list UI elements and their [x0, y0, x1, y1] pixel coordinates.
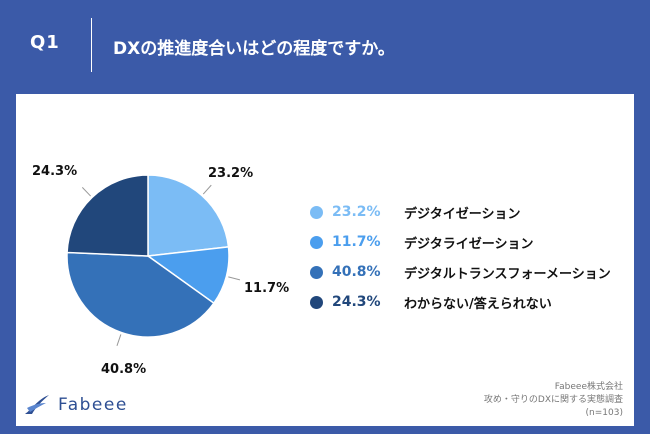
source-note: Fabeee株式会社 攻め・守りのDXに関する実態調査 (n=103) — [484, 381, 623, 420]
source-sample-size: (n=103) — [585, 408, 623, 418]
source-company: Fabeee株式会社 — [554, 382, 623, 392]
leader-line — [202, 184, 212, 195]
brand-logo: Fabeee — [22, 392, 128, 418]
leader-line — [81, 187, 91, 197]
question-title: DXの推進度合いはどの程度ですか。 — [113, 39, 395, 59]
legend-label: デジタイゼーション — [404, 206, 521, 222]
slice-label-dx: 40.8% — [101, 362, 147, 377]
legend-item: 24.3% わからない/答えられない — [310, 287, 611, 317]
legend-percent: 40.8% — [332, 264, 381, 280]
pie-chart — [66, 174, 241, 346]
leader-line — [228, 276, 241, 281]
header-bar: Q1 DXの推進度合いはどの程度ですか。 — [0, 0, 650, 92]
legend-item: 40.8% デジタルトランスフォーメーション — [310, 257, 611, 287]
legend-item: 23.2% デジタイゼーション — [310, 197, 611, 227]
legend-swatch — [310, 295, 323, 309]
source-survey: 攻め・守りのDXに関する実態調査 — [483, 395, 623, 405]
pie-slice-dx — [66, 251, 215, 338]
legend-label: デジタルトランスフォーメーション — [404, 266, 611, 282]
legend-percent: 24.3% — [332, 294, 381, 310]
pie-slice-unknown — [66, 174, 149, 257]
fabeee-logo-icon — [25, 395, 49, 414]
pie-slice-digitization — [147, 174, 230, 257]
legend-label: わからない/答えられない — [404, 296, 552, 312]
slice-label-unknown: 24.3% — [32, 164, 78, 179]
brand-name: Fabeee — [58, 395, 128, 415]
legend-percent: 11.7% — [332, 234, 381, 250]
legend: 23.2% デジタイゼーション 11.7% デジタライゼーション 40.8% デ… — [310, 197, 611, 317]
legend-swatch — [310, 235, 323, 249]
question-number: Q1 — [30, 32, 60, 53]
slice-label-digitization: 23.2% — [208, 166, 254, 181]
legend-label: デジタライゼーション — [404, 236, 534, 252]
leader-line — [116, 334, 122, 346]
header-divider — [91, 18, 92, 72]
legend-swatch — [310, 265, 323, 279]
slice-label-digitalization: 11.7% — [244, 281, 290, 296]
legend-item: 11.7% デジタライゼーション — [310, 227, 611, 257]
chart-card: 23.2% 11.7% 40.8% 24.3% 23.2% デジタイゼーション … — [16, 94, 634, 426]
legend-percent: 23.2% — [332, 204, 381, 220]
legend-swatch — [310, 205, 323, 219]
